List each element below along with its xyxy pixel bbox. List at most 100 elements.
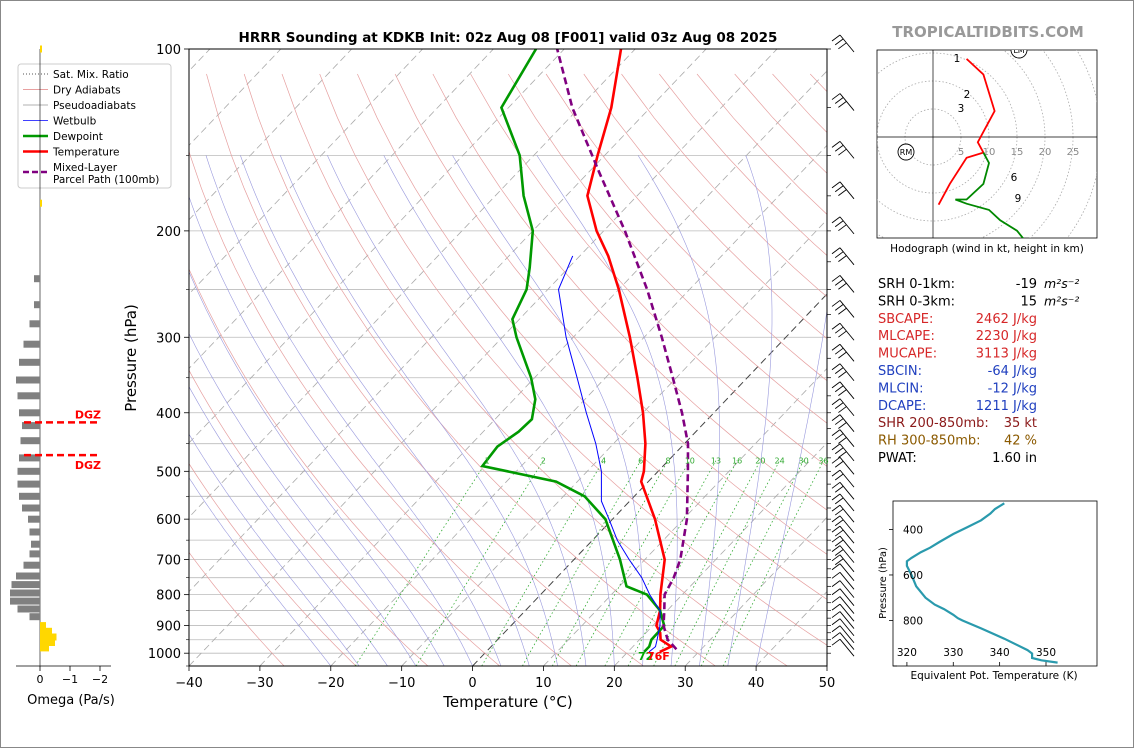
y-axis-label: Pressure (hPa) bbox=[122, 304, 140, 412]
wind-barb-flag bbox=[838, 225, 846, 231]
theta-e-x-tick-label: 330 bbox=[943, 647, 963, 659]
mixing-ratio-label: 20 bbox=[755, 457, 765, 466]
param-label: MUCAPE: bbox=[878, 347, 937, 362]
theta-e-y-label: Pressure (hPa) bbox=[878, 547, 889, 619]
profile-mixed-layer-parcel-path-mb- bbox=[557, 49, 688, 649]
wind-barb-flag bbox=[832, 35, 840, 41]
isotherm bbox=[331, 49, 919, 666]
legend-label-line: Dry Adiabats bbox=[53, 85, 121, 97]
pseudoadiabat bbox=[638, 155, 719, 666]
wind-barb-flag bbox=[838, 308, 846, 314]
x-axis-label: Temperature (°C) bbox=[442, 693, 572, 711]
param-value: 2230 J/kg bbox=[976, 329, 1037, 344]
wind-barb bbox=[840, 399, 854, 416]
y-tick-label: 500 bbox=[156, 465, 181, 480]
legend-label: Dry Adiabats bbox=[53, 85, 121, 97]
omega-bar bbox=[40, 200, 42, 207]
mixing-ratio-line bbox=[723, 461, 823, 666]
wind-barb-flag bbox=[835, 434, 843, 440]
omega-bar bbox=[10, 598, 40, 605]
wind-barb-flag bbox=[835, 279, 843, 285]
mixing-ratio-line bbox=[675, 461, 780, 666]
wind-barb-flag bbox=[832, 626, 840, 632]
param-label: SRH 0-1km: bbox=[878, 277, 955, 292]
omega-bar bbox=[16, 573, 40, 580]
theta-e-x-tick-label: 320 bbox=[897, 647, 917, 659]
wind-barb-flag bbox=[832, 382, 840, 388]
x-tick-label: −40 bbox=[175, 676, 202, 691]
hodograph-ring-label: 5 bbox=[958, 147, 964, 158]
dry-adiabat bbox=[131, 74, 500, 666]
omega-bar bbox=[18, 392, 41, 399]
wind-barb-flag bbox=[838, 422, 846, 428]
legend-label: Sat. Mix. Ratio bbox=[53, 69, 129, 81]
param-value: -12 J/kg bbox=[988, 381, 1037, 396]
wind-barb-flag bbox=[832, 275, 840, 281]
theta-e-x-label: Equivalent Pot. Temperature (K) bbox=[910, 670, 1077, 682]
wind-barb-flag bbox=[838, 372, 846, 378]
wind-barb bbox=[840, 555, 854, 572]
param-label: SRH 0-3km: bbox=[878, 294, 955, 309]
omega-ticks: 0−1−2 bbox=[37, 666, 109, 686]
param-value: -64 J/kg bbox=[988, 364, 1037, 379]
omega-bar bbox=[18, 468, 41, 475]
omega-bar bbox=[16, 377, 40, 384]
y-tick-label: 1000 bbox=[148, 647, 181, 662]
param-label: MLCAPE: bbox=[878, 329, 935, 344]
wind-barb-flag bbox=[832, 581, 840, 587]
dry-adiabat bbox=[244, 74, 715, 666]
wind-barb-flag bbox=[832, 494, 840, 500]
param-value: 35 kt bbox=[1004, 416, 1037, 431]
omega-bar bbox=[31, 541, 40, 548]
omega-bar bbox=[18, 481, 41, 488]
wind-barb bbox=[840, 516, 854, 533]
wind-barb-flag bbox=[832, 94, 840, 100]
param-value: 42 % bbox=[1004, 434, 1037, 449]
param-unit: m²s⁻² bbox=[1044, 276, 1079, 291]
wind-barb bbox=[840, 217, 854, 234]
hodograph-height-label: 2 bbox=[964, 89, 971, 101]
wind-barb bbox=[840, 182, 854, 199]
x-tick-label: −10 bbox=[388, 676, 415, 691]
wind-barb-flag bbox=[838, 452, 846, 458]
wind-barb bbox=[840, 612, 854, 629]
x-tick-label: 30 bbox=[677, 676, 694, 691]
param-value: -19 bbox=[1016, 277, 1037, 292]
param-label: SBCAPE: bbox=[878, 312, 933, 327]
wind-barb-flag bbox=[835, 448, 843, 454]
mixing-ratio-label: 2 bbox=[541, 457, 546, 466]
wind-barb-flag bbox=[832, 639, 840, 645]
wind-barb bbox=[840, 444, 854, 461]
omega-bar bbox=[28, 516, 40, 523]
mixing-ratio-label: 1 bbox=[485, 457, 490, 466]
mixing-ratio-label: 30 bbox=[799, 457, 809, 466]
omega-bar bbox=[10, 590, 40, 597]
wind-barb bbox=[840, 589, 854, 606]
wind-barb-flag bbox=[838, 390, 846, 396]
wind-barb-flag bbox=[832, 597, 840, 603]
wind-barb bbox=[840, 626, 854, 643]
wind-barb bbox=[840, 344, 854, 361]
wind-barb-flag bbox=[832, 633, 840, 639]
wind-barb-flag bbox=[835, 145, 843, 151]
hodograph-height-label: 1 bbox=[954, 53, 961, 65]
omega-bar bbox=[12, 581, 41, 588]
dgz-label: DGZ bbox=[75, 459, 101, 472]
theta-e-y-tick-label: 600 bbox=[903, 570, 923, 582]
surface-temperature-label: 76F bbox=[647, 650, 670, 663]
wind-barb-flag bbox=[832, 572, 840, 578]
wind-barb-flag bbox=[835, 530, 843, 536]
mixing-ratio-line bbox=[416, 461, 543, 666]
omega-bar bbox=[30, 613, 41, 620]
wind-barb-flag bbox=[835, 550, 843, 556]
wind-barb bbox=[840, 35, 854, 52]
omega-bar bbox=[40, 46, 42, 53]
x-tick-label: 50 bbox=[819, 676, 836, 691]
mixing-ratio-line bbox=[355, 461, 487, 666]
wind-barb-flag bbox=[835, 474, 843, 480]
omega-bar bbox=[34, 275, 40, 282]
y-tick-label: 100 bbox=[156, 43, 181, 58]
omega-tick-label: −2 bbox=[92, 673, 108, 686]
